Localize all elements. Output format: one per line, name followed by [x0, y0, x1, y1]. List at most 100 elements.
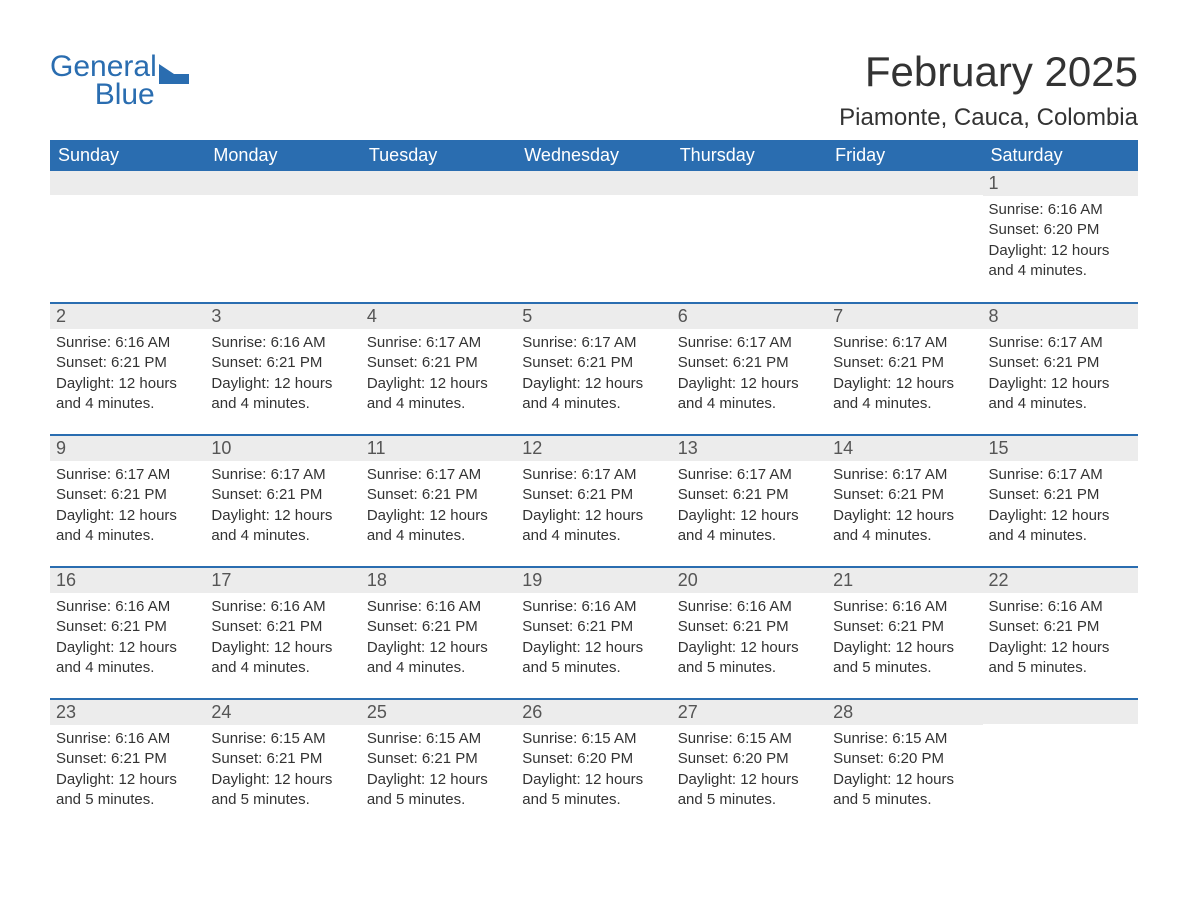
- sunset-text: Sunset: 6:21 PM: [367, 485, 510, 505]
- day-number: 14: [827, 436, 982, 461]
- daylight-text: Daylight: 12 hours and 4 minutes.: [56, 506, 199, 547]
- daylight-text: Daylight: 12 hours and 4 minutes.: [522, 506, 665, 547]
- day-content: Sunrise: 6:17 AMSunset: 6:21 PMDaylight:…: [50, 461, 205, 550]
- day-cell: 23Sunrise: 6:16 AMSunset: 6:21 PMDayligh…: [50, 699, 205, 831]
- day-number: 27: [672, 700, 827, 725]
- logo-flag-icon: [159, 64, 189, 84]
- day-number: 15: [983, 436, 1138, 461]
- day-cell: 26Sunrise: 6:15 AMSunset: 6:20 PMDayligh…: [516, 699, 671, 831]
- sunset-text: Sunset: 6:21 PM: [522, 353, 665, 373]
- sunrise-text: Sunrise: 6:17 AM: [56, 465, 199, 485]
- sunrise-text: Sunrise: 6:16 AM: [989, 597, 1132, 617]
- sunset-text: Sunset: 6:21 PM: [211, 485, 354, 505]
- day-header: Monday: [205, 140, 360, 171]
- day-cell: 13Sunrise: 6:17 AMSunset: 6:21 PMDayligh…: [672, 435, 827, 567]
- day-content: Sunrise: 6:17 AMSunset: 6:21 PMDaylight:…: [983, 461, 1138, 550]
- day-content: Sunrise: 6:16 AMSunset: 6:21 PMDaylight:…: [205, 593, 360, 682]
- day-header: Wednesday: [516, 140, 671, 171]
- day-cell: [516, 171, 671, 303]
- day-cell: 16Sunrise: 6:16 AMSunset: 6:21 PMDayligh…: [50, 567, 205, 699]
- sunset-text: Sunset: 6:21 PM: [56, 617, 199, 637]
- sunrise-text: Sunrise: 6:17 AM: [678, 333, 821, 353]
- day-number: [361, 171, 516, 195]
- sunset-text: Sunset: 6:21 PM: [678, 353, 821, 373]
- sunrise-text: Sunrise: 6:16 AM: [56, 333, 199, 353]
- daylight-text: Daylight: 12 hours and 4 minutes.: [367, 506, 510, 547]
- day-cell: 11Sunrise: 6:17 AMSunset: 6:21 PMDayligh…: [361, 435, 516, 567]
- day-number: 16: [50, 568, 205, 593]
- day-cell: 28Sunrise: 6:15 AMSunset: 6:20 PMDayligh…: [827, 699, 982, 831]
- sunrise-text: Sunrise: 6:15 AM: [522, 729, 665, 749]
- daylight-text: Daylight: 12 hours and 4 minutes.: [989, 241, 1132, 282]
- sunset-text: Sunset: 6:20 PM: [678, 749, 821, 769]
- day-header: Sunday: [50, 140, 205, 171]
- day-content: Sunrise: 6:16 AMSunset: 6:21 PMDaylight:…: [50, 593, 205, 682]
- sunset-text: Sunset: 6:21 PM: [833, 617, 976, 637]
- sunset-text: Sunset: 6:21 PM: [989, 485, 1132, 505]
- day-number: 1: [983, 171, 1138, 196]
- sunrise-text: Sunrise: 6:16 AM: [56, 597, 199, 617]
- week-row: 16Sunrise: 6:16 AMSunset: 6:21 PMDayligh…: [50, 567, 1138, 699]
- day-content: Sunrise: 6:16 AMSunset: 6:21 PMDaylight:…: [50, 329, 205, 418]
- daylight-text: Daylight: 12 hours and 5 minutes.: [522, 770, 665, 811]
- logo-text: General Blue: [50, 52, 157, 110]
- day-number: [50, 171, 205, 195]
- day-number: 5: [516, 304, 671, 329]
- day-content: Sunrise: 6:17 AMSunset: 6:21 PMDaylight:…: [983, 329, 1138, 418]
- sunrise-text: Sunrise: 6:17 AM: [989, 465, 1132, 485]
- sunrise-text: Sunrise: 6:17 AM: [833, 333, 976, 353]
- day-number: 13: [672, 436, 827, 461]
- title-block: February 2025 Piamonte, Cauca, Colombia: [839, 20, 1138, 132]
- daylight-text: Daylight: 12 hours and 4 minutes.: [56, 638, 199, 679]
- day-content: Sunrise: 6:16 AMSunset: 6:21 PMDaylight:…: [205, 329, 360, 418]
- day-header-row: Sunday Monday Tuesday Wednesday Thursday…: [50, 140, 1138, 171]
- day-content: Sunrise: 6:17 AMSunset: 6:21 PMDaylight:…: [361, 461, 516, 550]
- daylight-text: Daylight: 12 hours and 5 minutes.: [56, 770, 199, 811]
- sunrise-text: Sunrise: 6:17 AM: [367, 333, 510, 353]
- sunrise-text: Sunrise: 6:17 AM: [211, 465, 354, 485]
- sunset-text: Sunset: 6:21 PM: [211, 749, 354, 769]
- daylight-text: Daylight: 12 hours and 4 minutes.: [678, 374, 821, 415]
- page-header: General Blue February 2025 Piamonte, Cau…: [50, 20, 1138, 132]
- daylight-text: Daylight: 12 hours and 5 minutes.: [211, 770, 354, 811]
- calendar-table: Sunday Monday Tuesday Wednesday Thursday…: [50, 140, 1138, 831]
- daylight-text: Daylight: 12 hours and 4 minutes.: [211, 506, 354, 547]
- day-cell: 5Sunrise: 6:17 AMSunset: 6:21 PMDaylight…: [516, 303, 671, 435]
- day-number: 9: [50, 436, 205, 461]
- sunrise-text: Sunrise: 6:15 AM: [678, 729, 821, 749]
- sunrise-text: Sunrise: 6:16 AM: [989, 200, 1132, 220]
- day-cell: 24Sunrise: 6:15 AMSunset: 6:21 PMDayligh…: [205, 699, 360, 831]
- sunset-text: Sunset: 6:20 PM: [989, 220, 1132, 240]
- day-cell: 27Sunrise: 6:15 AMSunset: 6:20 PMDayligh…: [672, 699, 827, 831]
- sunset-text: Sunset: 6:21 PM: [56, 749, 199, 769]
- daylight-text: Daylight: 12 hours and 5 minutes.: [522, 638, 665, 679]
- day-cell: 21Sunrise: 6:16 AMSunset: 6:21 PMDayligh…: [827, 567, 982, 699]
- day-number: 6: [672, 304, 827, 329]
- day-cell: 2Sunrise: 6:16 AMSunset: 6:21 PMDaylight…: [50, 303, 205, 435]
- daylight-text: Daylight: 12 hours and 4 minutes.: [211, 638, 354, 679]
- day-cell: 10Sunrise: 6:17 AMSunset: 6:21 PMDayligh…: [205, 435, 360, 567]
- week-row: 23Sunrise: 6:16 AMSunset: 6:21 PMDayligh…: [50, 699, 1138, 831]
- day-header: Tuesday: [361, 140, 516, 171]
- day-content: Sunrise: 6:16 AMSunset: 6:21 PMDaylight:…: [50, 725, 205, 814]
- sunrise-text: Sunrise: 6:16 AM: [678, 597, 821, 617]
- daylight-text: Daylight: 12 hours and 4 minutes.: [678, 506, 821, 547]
- day-cell: 7Sunrise: 6:17 AMSunset: 6:21 PMDaylight…: [827, 303, 982, 435]
- daylight-text: Daylight: 12 hours and 5 minutes.: [367, 770, 510, 811]
- day-number: 8: [983, 304, 1138, 329]
- day-cell: 8Sunrise: 6:17 AMSunset: 6:21 PMDaylight…: [983, 303, 1138, 435]
- day-content: Sunrise: 6:16 AMSunset: 6:21 PMDaylight:…: [516, 593, 671, 682]
- sunset-text: Sunset: 6:21 PM: [678, 617, 821, 637]
- day-cell: 1Sunrise: 6:16 AMSunset: 6:20 PMDaylight…: [983, 171, 1138, 303]
- day-header: Saturday: [983, 140, 1138, 171]
- day-content: Sunrise: 6:15 AMSunset: 6:20 PMDaylight:…: [827, 725, 982, 814]
- sunrise-text: Sunrise: 6:16 AM: [211, 597, 354, 617]
- sunset-text: Sunset: 6:21 PM: [56, 353, 199, 373]
- sunrise-text: Sunrise: 6:17 AM: [678, 465, 821, 485]
- day-number: 19: [516, 568, 671, 593]
- sunset-text: Sunset: 6:21 PM: [522, 485, 665, 505]
- day-content: Sunrise: 6:16 AMSunset: 6:21 PMDaylight:…: [361, 593, 516, 682]
- day-content: Sunrise: 6:16 AMSunset: 6:20 PMDaylight:…: [983, 196, 1138, 285]
- day-content: Sunrise: 6:15 AMSunset: 6:21 PMDaylight:…: [361, 725, 516, 814]
- day-content: Sunrise: 6:17 AMSunset: 6:21 PMDaylight:…: [827, 329, 982, 418]
